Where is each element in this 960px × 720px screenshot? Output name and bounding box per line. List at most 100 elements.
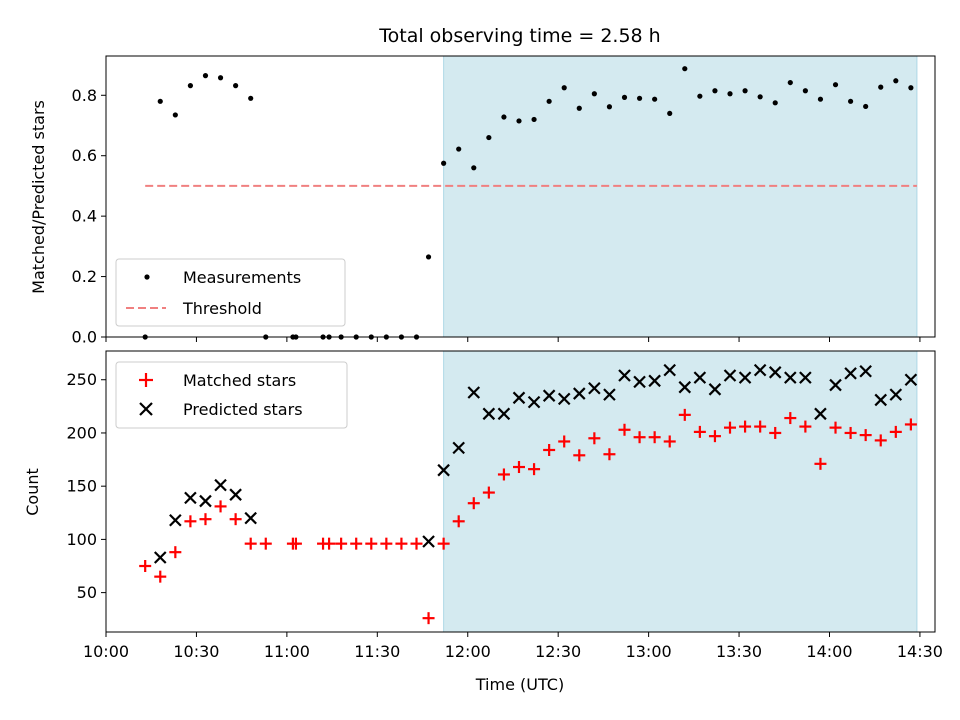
ratio-y-tick-label: 0.0 [72, 328, 97, 347]
matched-star-point [154, 570, 167, 583]
predicted-star-point [214, 478, 227, 492]
ratio-y-tick-label: 0.8 [72, 86, 97, 105]
matched-star-point [784, 412, 797, 425]
matched-star-point [573, 449, 586, 462]
measurement-point [471, 165, 477, 171]
matched-star-point [350, 537, 363, 550]
count-x-ticks: 10:00 10:30 11:00 11:30 12:00 12:30 13:00 13:30… [83, 632, 943, 661]
matched-star-point [844, 426, 857, 439]
x-tick-label: 14:30 [897, 642, 943, 661]
count-y-tick-label: 200 [66, 423, 97, 442]
matched-star-point [829, 421, 842, 434]
predicted-star-point [244, 511, 257, 525]
measurement-point [802, 88, 808, 94]
measurement-point [772, 100, 778, 106]
matched-star-point [678, 408, 691, 421]
matched-star-point [482, 486, 495, 499]
matched-star-point [169, 546, 182, 559]
predicted-star-point [904, 373, 918, 387]
measurement-point [606, 104, 613, 110]
legend-predicted-marker [139, 402, 153, 416]
measurement-point [847, 98, 854, 104]
measurement-point [636, 95, 643, 101]
matched-star-point [859, 429, 872, 442]
measurement-point [248, 95, 254, 101]
measurement-point [742, 88, 748, 94]
measurement-point [621, 94, 628, 100]
measurement-point [757, 94, 763, 100]
matched-star-point [335, 537, 348, 550]
predicted-star-point [844, 367, 857, 380]
ratio-y-tick-label: 0.6 [72, 146, 97, 165]
measurement-point [425, 254, 432, 260]
x-tick-label: 12:00 [445, 642, 491, 661]
predicted-star-point [874, 393, 888, 407]
legend-matched-marker [139, 373, 153, 387]
matched-star-point [244, 537, 257, 550]
count-legend: Matched stars Predicted stars [115, 361, 348, 429]
matched-star-point [874, 434, 887, 447]
matched-star-point [199, 513, 212, 526]
matched-star-point [139, 560, 152, 573]
ratio-x-ticks [105, 337, 921, 342]
matched-star-point [437, 537, 450, 550]
predicted-star-point [542, 389, 556, 402]
matched-star-point [663, 435, 676, 448]
predicted-star-point [723, 369, 737, 382]
predicted-star-point [768, 366, 782, 379]
x-axis-label: Time (UTC) [475, 675, 564, 694]
predicted-star-point [467, 386, 481, 399]
matched-star-point [323, 537, 336, 550]
measurement-point [217, 75, 224, 81]
predicted-star-point [708, 383, 722, 396]
matched-star-point [739, 420, 752, 433]
matched-star-point [558, 435, 571, 448]
predicted-star-point [199, 494, 212, 508]
predicted-star-point [678, 380, 692, 394]
legend-predicted-label: Predicted stars [183, 400, 303, 419]
ratio-y-tick-label: 0.4 [72, 207, 97, 226]
predicted-star-point [229, 488, 242, 501]
predicted-star-point [482, 407, 496, 421]
predicted-star-point [497, 407, 511, 421]
matched-star-point [528, 463, 541, 476]
measurement-point [878, 84, 884, 90]
x-tick-label: 12:30 [535, 642, 581, 661]
matched-star-point [259, 537, 272, 550]
predicted-star-point [618, 369, 631, 382]
count-panel: 50 100 150 200 250 10:00 10:30 11:00 11:30 12:00… [23, 350, 943, 694]
predicted-star-point [663, 363, 676, 377]
matched-star-point [395, 537, 408, 550]
count-y-tick-label: 250 [66, 370, 97, 389]
matched-star-point [422, 612, 435, 625]
matched-star-point [214, 500, 227, 513]
measurement-point [817, 96, 824, 102]
measurement-point [202, 73, 209, 79]
predicted-star-point [889, 388, 903, 401]
count-axes-frame [105, 350, 936, 633]
x-tick-label: 10:00 [83, 642, 129, 661]
predicted-star-point [169, 513, 182, 527]
measurement-point [727, 91, 733, 97]
x-tick-label: 14:00 [806, 642, 852, 661]
legend-measurements-label: Measurements [183, 268, 301, 287]
measurement-point [787, 79, 793, 86]
legend-threshold-label: Threshold [182, 299, 262, 318]
predicted-star-point [557, 392, 571, 406]
x-tick-label: 13:30 [716, 642, 762, 661]
count-y-tick-label: 100 [66, 530, 97, 549]
measurement-point [652, 96, 658, 102]
predicted-star-point [588, 381, 601, 395]
matched-star-point [754, 420, 767, 433]
measurement-point [456, 146, 462, 152]
predicted-star-points [153, 363, 918, 564]
ratio-y-label: Matched/Predicted stars [29, 100, 48, 294]
measurement-point [697, 93, 703, 99]
matched-star-point [633, 431, 646, 444]
measurement-point [576, 105, 582, 111]
measurement-point [832, 82, 839, 88]
x-tick-label: 11:00 [264, 642, 310, 661]
matched-star-point [543, 443, 556, 456]
predicted-star-point [512, 391, 526, 405]
matched-star-point [229, 513, 242, 526]
